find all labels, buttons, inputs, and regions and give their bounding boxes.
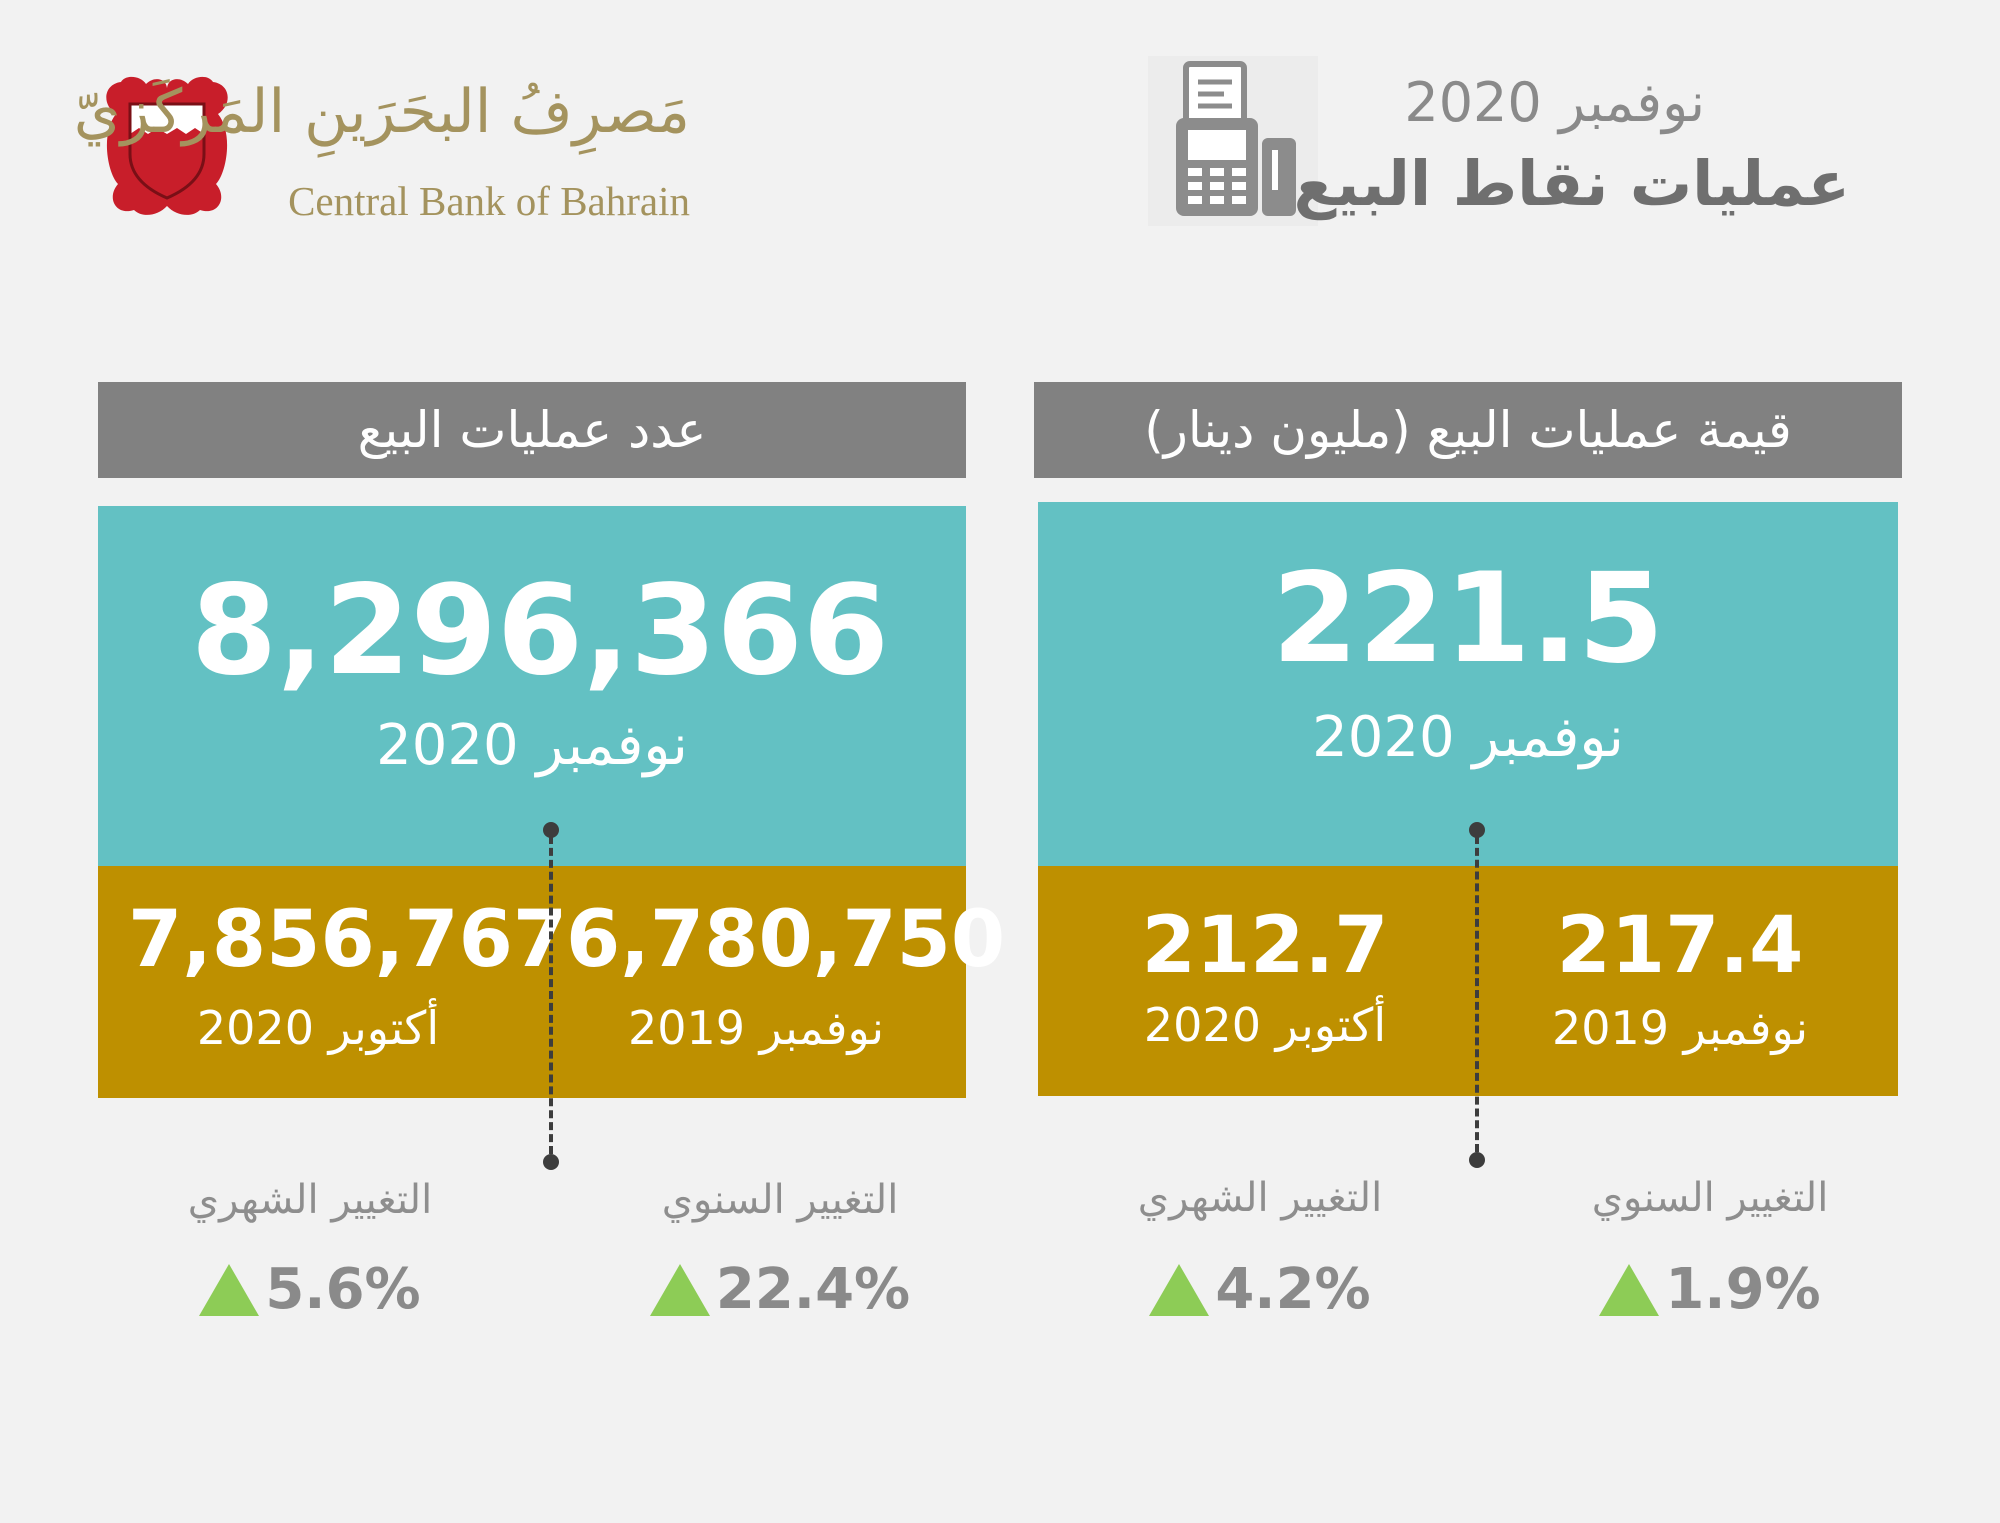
value-comparison-box [1038,866,1898,1096]
bahrain-emblem-icon [96,74,238,218]
value-yearly-change-value: 1.9% [1665,1257,1821,1322]
connector-dot-bottom [1469,1152,1485,1168]
up-triangle-icon [1599,1264,1660,1316]
up-triangle-icon [649,1264,710,1316]
value-prev-year-value: 217.4 [1556,901,1804,991]
pos-terminal-icon [1148,56,1318,226]
count-yearly-change-label: التغيير السنوي [661,1177,899,1223]
report-date: نوفمبر 2020 [1404,71,1705,134]
value-current-date: نوفمبر 2020 [1312,705,1624,770]
connector-line [1475,836,1479,1152]
count-comparison-box [98,866,966,1098]
up-triangle-icon [199,1264,260,1316]
value-current-box [1038,502,1898,866]
count-current-value: 8,296,366 [190,559,890,703]
count-prev-year-date: نوفمبر 2019 [627,1001,885,1055]
up-triangle-icon [1149,1264,1210,1316]
count-prev-month-value: 7,856,767 [128,895,568,985]
count-prev-month-date: أكتوبر 2020 [196,1001,440,1055]
count-current-date: نوفمبر 2020 [376,713,688,778]
value-monthly-change: 4.2% [1080,1255,1440,1325]
count-prev-year-value: 6,780,750 [566,895,1006,985]
page-title: عمليات نقاط البيع [1293,147,1850,220]
value-prev-month-date: أكتوبر 2020 [1143,998,1387,1052]
value-prev-month-value: 212.7 [1141,901,1389,991]
bank-name-english: Central Bank of Bahrain [288,178,690,224]
count-monthly-change-label: التغيير الشهري [187,1177,433,1223]
count-current-box [98,506,966,866]
connector-dot-bottom [543,1154,559,1170]
count-panel-title: عدد عمليات البيع [98,382,966,478]
value-yearly-change-label: التغيير السنوي [1591,1175,1829,1221]
connector-line [549,836,553,1154]
value-prev-year-date: نوفمبر 2019 [1551,1001,1809,1055]
value-panel-title: قيمة عمليات البيع (مليون دينار) [1034,382,1902,478]
value-current-value: 221.5 [1271,547,1665,691]
value-monthly-change-value: 4.2% [1215,1257,1371,1322]
count-yearly-change-value: 22.4% [715,1257,911,1322]
bank-name-arabic: مَصرِفُ البحَرَينِ المَركَزيّ [73,77,690,147]
count-yearly-change: 22.4% [600,1255,960,1325]
count-monthly-change: 5.6% [130,1255,490,1325]
connector-dot-top [543,822,559,838]
value-monthly-change-label: التغيير الشهري [1137,1175,1383,1221]
connector-dot-top [1469,822,1485,838]
value-yearly-change: 1.9% [1530,1255,1890,1325]
count-monthly-change-value: 5.6% [265,1257,421,1322]
